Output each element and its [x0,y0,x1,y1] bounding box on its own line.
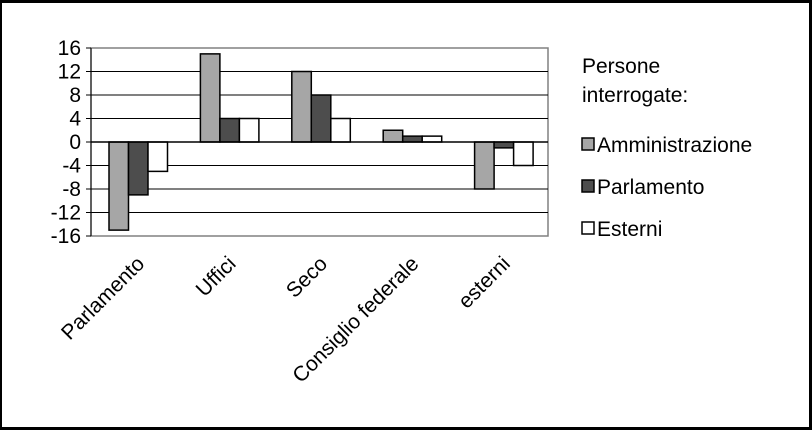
bar-parlamento-0 [127,141,149,196]
y-tick-label: 16 [58,37,81,60]
legend-title-line-1: Persone [582,55,660,78]
x-category-label: Uffici [192,252,241,301]
bar-esterni-4 [512,141,534,167]
x-category-label: Seco [282,252,332,302]
bar-esterni-1 [238,117,260,143]
bar-amministrazione-4 [473,141,495,190]
y-tick-label: -4 [62,155,81,178]
y-tick-label: -16 [51,225,81,248]
bar-esterni-2 [330,117,352,143]
bars [108,53,534,231]
bar-parlamento-1 [219,117,241,143]
bar-amministrazione-0 [108,141,130,231]
bar-amministrazione-2 [291,70,313,143]
legend: Persone interrogate: Amministrazione Parl… [581,55,752,241]
bar-esterni-3 [421,135,443,143]
bar-parlamento-4 [493,141,515,149]
bar-esterni-0 [147,141,169,173]
legend-title-line-2: interrogate: [582,84,688,107]
y-tick-label: 12 [58,61,81,84]
y-tick-label: -12 [51,202,81,225]
bar-amministrazione-3 [382,129,404,143]
x-category-label: Parlamento [57,252,149,344]
bar-amministrazione-1 [199,53,221,143]
legend-swatch-parlamento [581,179,595,193]
legend-label-parlamento: Parlamento [597,176,704,199]
legend-swatch-esterni [581,221,595,235]
legend-label-esterni: Esterni [597,218,662,241]
bar-parlamento-3 [401,135,423,143]
y-tick-label: 0 [69,131,81,154]
y-tick-label: 8 [69,84,81,107]
y-tick-label: -8 [62,178,81,201]
x-category-label: esterni [454,252,515,313]
legend-swatch-amministrazione [581,137,595,151]
legend-label-amministrazione: Amministrazione [597,134,752,157]
y-tick-label: 4 [69,108,81,131]
bar-parlamento-2 [310,94,332,143]
